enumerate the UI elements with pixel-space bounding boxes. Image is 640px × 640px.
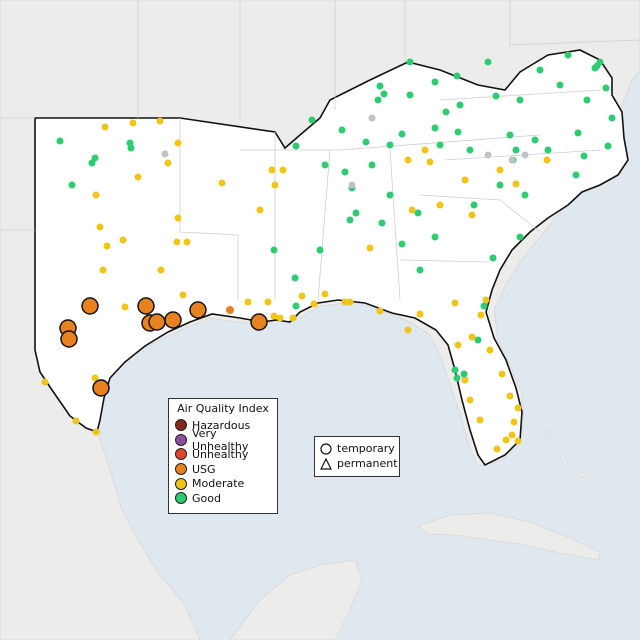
legend-item-moderate: Moderate — [175, 476, 271, 491]
usg-small-monitor — [226, 306, 234, 314]
aqi-legend: Air Quality Index Hazardous Very Unhealt… — [168, 398, 278, 514]
legend-item-permanent: permanent — [320, 456, 398, 471]
circle-outline-icon — [320, 442, 332, 455]
state-boundaries — [0, 0, 640, 301]
legend-label: permanent — [337, 457, 398, 470]
legend-item-good: Good — [175, 491, 271, 506]
triangle-outline-icon — [320, 457, 332, 470]
legend-item-unhealthy: Unhealthy — [175, 447, 271, 462]
moderate-monitors — [41, 117, 551, 453]
circle-icon — [175, 477, 187, 490]
land-cuba — [417, 512, 601, 561]
legend-item-temporary: temporary — [320, 441, 395, 456]
circle-icon — [175, 448, 187, 461]
legend-item-very-unhealthy: Very Unhealthy — [175, 427, 271, 453]
monitor-type-legend: temporary permanent — [314, 436, 400, 477]
usg-monitors — [59, 297, 268, 397]
circle-icon — [175, 433, 187, 446]
legend-label: Unhealthy — [192, 447, 249, 461]
legend-label: Very Unhealthy — [192, 426, 249, 453]
legend-item-hazardous: Hazardous — [175, 418, 271, 433]
legend-item-usg: USG — [175, 462, 271, 477]
legend-title: Air Quality Index — [177, 402, 269, 415]
land-bahamas — [544, 429, 586, 479]
nodata-monitors — [161, 114, 529, 189]
legend-label: Moderate — [192, 477, 245, 491]
legend-label: temporary — [337, 442, 395, 455]
good-monitors — [56, 51, 616, 382]
land-yucatan — [229, 559, 363, 640]
region-southeast — [34, 49, 629, 467]
circle-icon — [175, 492, 187, 505]
circle-icon — [175, 463, 187, 476]
legend-label: Hazardous — [192, 418, 251, 432]
legend-label: USG — [192, 462, 216, 476]
legend-label: Good — [192, 491, 221, 505]
circle-icon — [175, 419, 187, 432]
